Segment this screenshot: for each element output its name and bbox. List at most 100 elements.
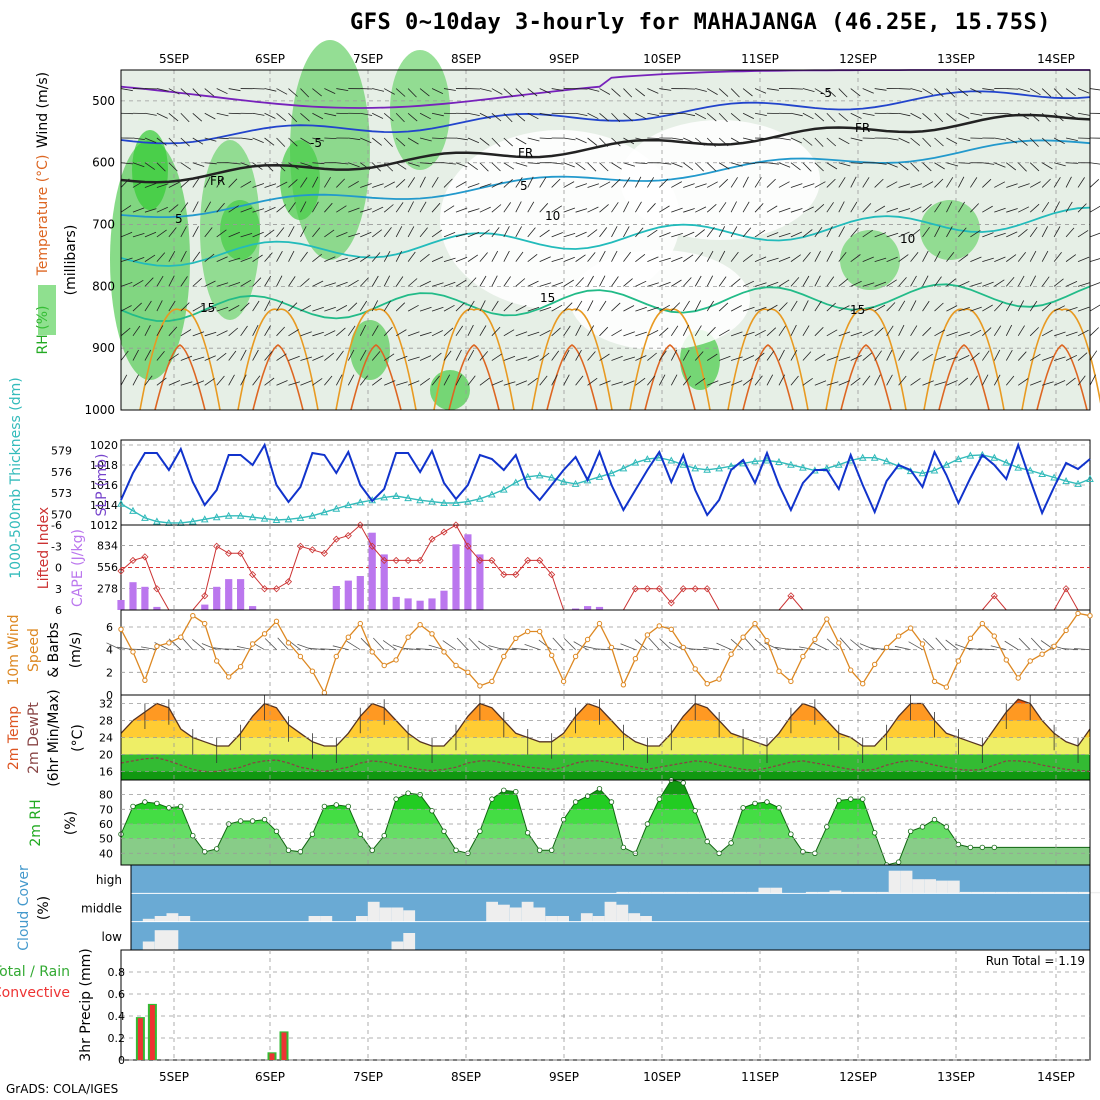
wind-barb: [360, 231, 372, 238]
wind-barb: [874, 205, 886, 213]
wind-barb: [970, 177, 978, 188]
wind-barb: [766, 205, 778, 213]
wind-speed-point: [824, 616, 830, 622]
wind-barb: [515, 177, 523, 188]
wind-barb: [264, 229, 275, 238]
rh-point: [237, 818, 244, 824]
wind-barb: [156, 162, 166, 172]
wind-barb: [264, 137, 275, 146]
wind-barb: [1053, 331, 1066, 337]
wind-barb: [503, 202, 512, 213]
lifted-index-tick-label: 6: [55, 604, 62, 617]
wind-barb: [371, 275, 379, 287]
rh-region: [390, 50, 450, 170]
wind-barb-10m: [524, 644, 540, 651]
wind-barb: [826, 88, 836, 97]
cloud-cover-high: [746, 891, 759, 894]
wind-barb: [623, 137, 635, 145]
wind-barb: [575, 183, 588, 188]
rh-band: [121, 838, 1090, 865]
wind-barb: [922, 203, 932, 213]
lifted-index-point: [667, 599, 675, 607]
wind-barb: [156, 206, 168, 213]
wind-barb: [192, 177, 200, 188]
wind-barb: [587, 112, 599, 120]
cloud-cover-high: [1030, 891, 1043, 894]
wind-barb: [300, 226, 307, 238]
wind-barb: [611, 276, 619, 287]
wind-barb: [312, 331, 324, 337]
wind-barb: [479, 229, 490, 238]
rh-point: [860, 796, 866, 802]
pressure-tick-label: 900: [92, 341, 115, 355]
wind-barb: [180, 302, 190, 312]
wind-barb: [144, 254, 156, 262]
wind-barb: [192, 88, 202, 98]
thickness-point: [404, 494, 412, 502]
wind-barb: [778, 302, 788, 312]
wind-barb-10m: [659, 638, 672, 650]
wind-barb: [683, 254, 694, 262]
cloud-cover-high: [971, 891, 984, 894]
wind-barb: [551, 281, 564, 287]
wind-barb-10m: [478, 640, 493, 651]
temp-band: [121, 754, 1090, 772]
wind-barb: [587, 162, 597, 172]
cloud-cover-high: [817, 891, 830, 894]
wind-barb: [814, 137, 824, 147]
pressure-axis-label: (millibars): [63, 225, 79, 296]
precip-axis-label-2: Convective: [0, 985, 70, 1001]
cloud-cover-high: [876, 891, 889, 894]
thickness-point: [440, 498, 448, 507]
wind-barb: [383, 112, 394, 122]
wind-barb-10m: [1030, 637, 1043, 650]
wind-barb: [144, 231, 157, 238]
wind-barb: [431, 88, 444, 94]
wind-barb-10m: [799, 646, 815, 651]
wind-barb: [802, 300, 809, 312]
thickness-point: [272, 515, 281, 524]
temp-axis-label-3: (6hr Min/Max): [46, 689, 62, 786]
rh-point: [501, 787, 507, 793]
wind-barb: [611, 329, 623, 337]
wind-barb-10m: [224, 648, 241, 651]
wind-barb: [324, 112, 337, 117]
cloud-cover-middle: [509, 907, 522, 922]
wind-barb: [431, 306, 444, 312]
wind-barb: [1041, 178, 1051, 188]
wind-barb: [838, 88, 848, 98]
wind-barb: [910, 206, 922, 213]
wind-barb: [682, 375, 692, 386]
wind-barb: [862, 282, 875, 287]
wind-barb: [790, 231, 803, 238]
wind-barb: [982, 205, 993, 213]
wind-speed-point: [1087, 613, 1093, 619]
lifted-index-point: [284, 578, 293, 586]
wind-barb: [1005, 349, 1013, 361]
thickness-tick-label: 570: [51, 508, 72, 521]
wind-barb: [336, 281, 348, 287]
wind-barb: [216, 352, 227, 361]
wind-barb: [922, 353, 933, 361]
wind-barb: [898, 137, 910, 144]
wind-barb: [419, 112, 431, 120]
cloud-cover-high: [616, 891, 629, 894]
cloud-cover-middle: [403, 910, 416, 922]
wind-barb: [814, 162, 824, 172]
wind-barb: [611, 178, 621, 188]
wind-barb: [826, 178, 836, 188]
cloud-cover-low: [142, 941, 155, 950]
cloud-cover-low: [166, 930, 179, 950]
wind-barb: [1029, 226, 1038, 238]
wind-speed-point: [812, 636, 818, 643]
thickness-point: [284, 515, 293, 523]
lifted-index-point: [488, 556, 496, 564]
wind-barb: [563, 162, 575, 168]
wind-barb: [1041, 302, 1052, 312]
wind-barb: [503, 250, 510, 262]
wind-barb: [647, 330, 659, 337]
wind-barb: [718, 329, 730, 337]
wind-barb: [790, 254, 801, 262]
wind-barb: [958, 355, 970, 361]
rh-point: [130, 803, 136, 810]
